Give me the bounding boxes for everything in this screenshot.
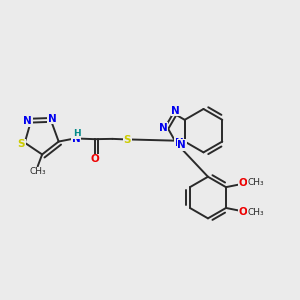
Text: N: N — [159, 123, 168, 133]
Text: O: O — [90, 154, 99, 164]
Text: CH₃: CH₃ — [248, 178, 264, 187]
Text: N: N — [171, 106, 180, 116]
Text: CH₃: CH₃ — [248, 208, 264, 217]
Text: S: S — [17, 139, 25, 149]
Text: H: H — [73, 129, 81, 138]
Text: S: S — [124, 135, 131, 145]
Text: O: O — [239, 178, 248, 188]
Text: N: N — [177, 140, 186, 150]
Text: N: N — [71, 134, 80, 144]
Text: N: N — [48, 114, 56, 124]
Text: N: N — [23, 116, 32, 126]
Text: O: O — [239, 207, 248, 217]
Text: N: N — [175, 138, 184, 148]
Text: CH₃: CH₃ — [29, 167, 46, 176]
